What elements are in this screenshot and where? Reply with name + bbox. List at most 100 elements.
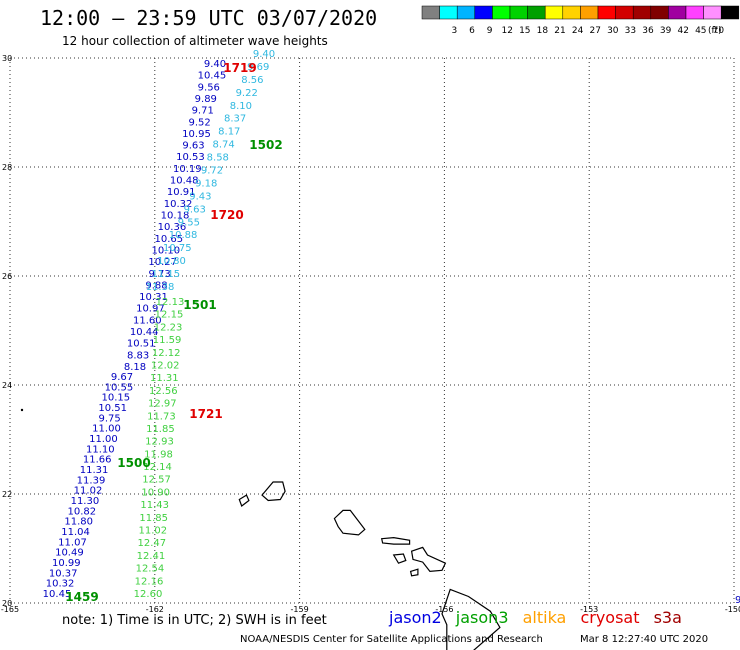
satellite-name-jason3: jason3	[455, 608, 509, 627]
legend-tick-label: 3	[452, 26, 458, 36]
longitude-tick-label: -159	[291, 605, 309, 614]
legend-tick-label: 30	[607, 26, 619, 36]
wave-height-reading: 11.80	[64, 517, 93, 528]
wave-height-reading: 11.39	[77, 475, 106, 486]
wave-height-reading: 10.31	[139, 292, 168, 303]
wave-height-reading: 11.31	[150, 373, 179, 384]
wave-height-reading: 10.32	[46, 579, 75, 590]
wave-height-reading: 9.22	[236, 88, 258, 99]
latitude-tick-label: 22	[2, 490, 12, 499]
wave-height-reading: 12.16	[135, 576, 164, 587]
generated-timestamp: Mar 8 12:27:40 UTC 2020	[580, 634, 709, 645]
pass-time-label: 1459	[65, 590, 98, 604]
wave-height-reading: 8.18	[124, 362, 146, 373]
wave-height-reading: 11.02	[138, 526, 167, 537]
wave-height-reading: 8.17	[218, 127, 240, 138]
wave-height-reading: 8.37	[224, 114, 246, 125]
legend-tick-label: 12	[501, 26, 512, 36]
hawaii-island	[441, 588, 501, 650]
longitude-tick-label: -165	[1, 605, 19, 614]
wave-height-reading: 12.14	[143, 462, 172, 473]
lanai-island	[392, 553, 407, 564]
wave-height-reading: 10.65	[154, 234, 183, 245]
wave-height-reading: 12.15	[155, 310, 184, 321]
wave-height-reading: 9.55	[178, 217, 200, 228]
wave-height-reading: 9.40	[253, 49, 275, 60]
wave-height-reading: 10.82	[67, 506, 96, 517]
wave-height-reading: 11.43	[140, 500, 169, 511]
legend-tick-label: 42	[677, 26, 688, 36]
wave-height-reading: 10.36	[158, 222, 187, 233]
wave-height-reading: 11.38	[146, 282, 175, 293]
wave-height-reading: 12.97	[148, 399, 177, 410]
wave-height-reading: 9.71	[192, 106, 214, 117]
wave-height-reading: 11.60	[133, 315, 162, 326]
wave-height-reading: 10.95	[182, 129, 211, 140]
wave-height-reading: 9.72	[201, 166, 223, 177]
wave-height-reading: 11.04	[61, 527, 90, 538]
legend-swatch	[720, 5, 740, 20]
wave-height-reading: 10.51	[127, 339, 156, 350]
wave-height-reading: 11.00	[92, 424, 121, 435]
wave-height-reading: 10.49	[55, 548, 84, 559]
wave-height-reading: 10.15	[101, 393, 130, 404]
wave-height-reading: 10.44	[130, 327, 159, 338]
wave-height-reading: 10.75	[163, 243, 192, 254]
wave-height-reading: 12.12	[152, 348, 181, 359]
wave-height-reading: 9.43	[189, 191, 211, 202]
credit-line: NOAA/NESDIS Center for Satellite Applica…	[240, 634, 543, 645]
legend-tick-label: 24	[572, 26, 584, 36]
wave-height-reading: 10.55	[105, 382, 134, 393]
kahoolawe-island	[409, 568, 419, 577]
edge-reading: 9	[735, 595, 740, 606]
wave-height-reading: 11.85	[139, 513, 168, 524]
wave-height-reading: 11.07	[58, 537, 87, 548]
wave-height-reading: 9.52	[188, 117, 210, 128]
maui-island	[410, 546, 447, 573]
wave-height-reading: 8.10	[230, 101, 252, 112]
satellite-legend: jason2 jason3 altika cryosat s3a	[389, 608, 691, 627]
pass-time-label: 1501	[183, 298, 216, 312]
latitude-tick-label: 24	[2, 381, 12, 390]
color-scale-legend: 3 6 9 12 15 18 21 24 27 30 33 36 39 42 45 70(ft)	[421, 5, 740, 36]
wave-height-reading: 9.88	[145, 280, 167, 291]
wave-height-reading: 10.32	[164, 199, 193, 210]
legend-tick-label: 9	[487, 26, 493, 36]
legend-tick-label: 21	[554, 26, 565, 36]
satellite-name-s3a: s3a	[653, 608, 682, 627]
longitude-tick-label: -162	[146, 605, 164, 614]
molokai-island	[380, 536, 411, 545]
wave-height-reading: 12.60	[134, 589, 163, 600]
kauai-island	[261, 481, 286, 502]
units-note: note: 1) Time is in UTC; 2) SWH is in fe…	[62, 613, 327, 628]
legend-tick-label: 70	[713, 26, 725, 36]
wave-height-reading: 11.02	[74, 486, 103, 497]
wave-height-reading: 8.58	[207, 153, 229, 164]
longitude-tick-label: -153	[580, 605, 598, 614]
wave-height-reading: 12.57	[142, 475, 171, 486]
wave-height-reading: 8.56	[241, 75, 263, 86]
wave-height-reading: 12.02	[151, 361, 180, 372]
wave-height-reading: 12.23	[154, 322, 183, 333]
legend-tick-label: 27	[589, 26, 600, 36]
latitude-tick-label: 28	[2, 163, 12, 172]
pass-time-label: 1502	[249, 138, 282, 152]
pass-time-label: 1719	[223, 61, 256, 75]
wave-height-reading: 10.80	[157, 256, 186, 267]
niihau-island	[238, 494, 250, 507]
wave-height-reading: 9.63	[182, 141, 204, 152]
wave-height-reading: 11.31	[80, 465, 109, 476]
wave-height-reading: 12.54	[136, 564, 165, 575]
wave-height-reading: 12.93	[145, 437, 174, 448]
latitude-tick-label: 20	[2, 599, 12, 608]
pass-time-label: 1500	[117, 456, 150, 470]
wave-height-reading: 10.18	[161, 211, 190, 222]
wave-height-reading: 9.40	[204, 59, 226, 70]
wave-height-reading: 11.66	[83, 455, 112, 466]
wave-height-reading: 8.83	[127, 350, 149, 361]
wave-height-reading: 12.56	[149, 386, 178, 397]
longitude-tick-label: -150	[725, 605, 740, 614]
satellite-name-altika: altika	[522, 608, 567, 627]
wave-height-reading: 11.00	[89, 434, 118, 445]
